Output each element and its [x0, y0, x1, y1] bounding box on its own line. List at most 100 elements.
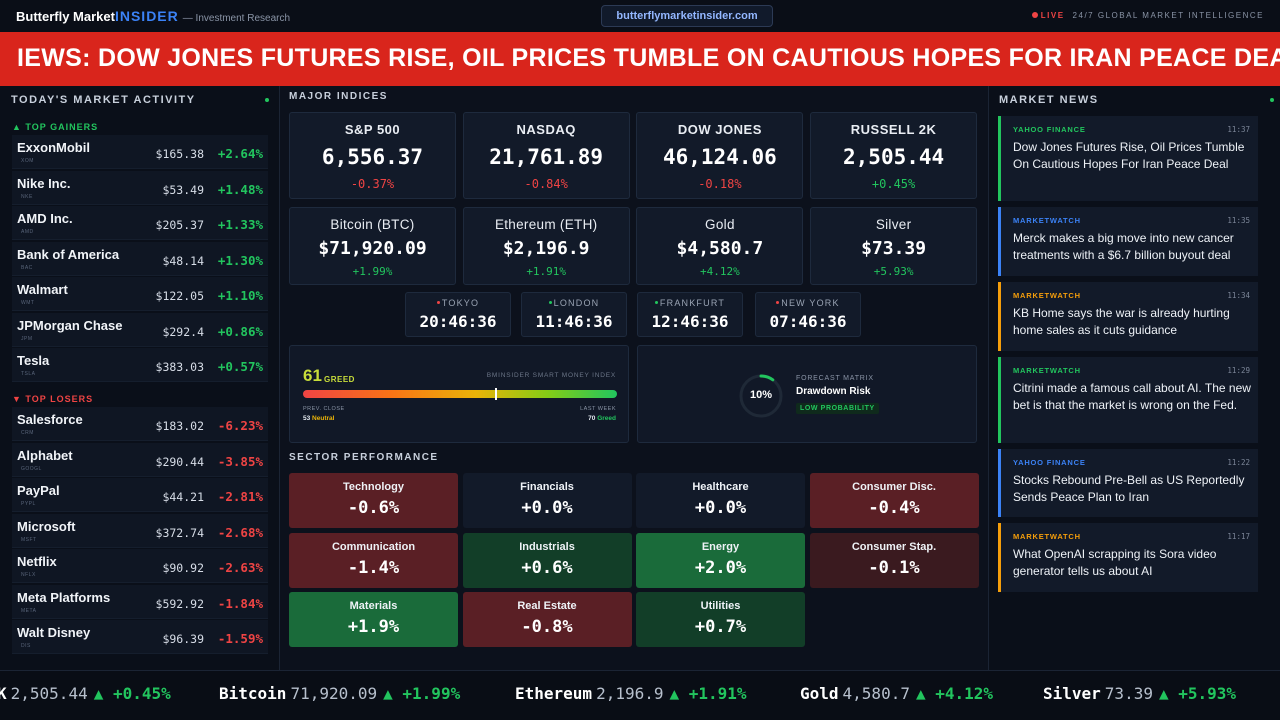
- stock-row[interactable]: Alphabet GOOGL $290.44 -3.85%: [12, 442, 268, 477]
- ticker-item[interactable]: Gold 4,580.7 ▲ +4.12%: [800, 684, 993, 703]
- sector-tile[interactable]: Real Estate -0.8%: [462, 592, 632, 647]
- forecast-matrix-panel[interactable]: 10% FORECAST MATRIX Drawdown Risk LOW PR…: [637, 345, 977, 443]
- index-change: -0.37%: [350, 177, 395, 191]
- sector-tile[interactable]: Energy +2.0%: [636, 532, 805, 588]
- news-item[interactable]: MARKETWATCH 11:29 Citrini made a famous ca…: [998, 357, 1258, 443]
- ticker-item[interactable]: Bitcoin 71,920.09 ▲ +1.99%: [219, 684, 460, 703]
- ticker-price: 4,580.7: [842, 684, 910, 703]
- sector-name: Financials: [520, 481, 574, 493]
- sector-tile[interactable]: Industrials +0.6%: [462, 532, 632, 588]
- breaking-news-banner[interactable]: IEWS: DOW JONES FUTURES RISE, OIL PRICES…: [0, 32, 1280, 86]
- index-name: RUSSELL 2K: [850, 122, 937, 137]
- stock-change: +1.10%: [217, 288, 263, 303]
- sector-name: Real Estate: [517, 600, 577, 612]
- ticker-item[interactable]: Ethereum 2,196.9 ▲ +1.91%: [515, 684, 747, 703]
- clock-city-label: NEW YORK: [781, 298, 840, 308]
- news-item[interactable]: MARKETWATCH 11:35 Merck makes a big move i…: [998, 207, 1258, 276]
- stock-row[interactable]: ExxonMobil XOM $165.38 +2.64%: [12, 135, 268, 169]
- sector-name: Consumer Disc.: [852, 481, 936, 493]
- stock-change: +1.48%: [217, 181, 263, 197]
- news-item[interactable]: MARKETWATCH 11:34 KB Home says the war is …: [998, 282, 1258, 351]
- stock-row[interactable]: AMD Inc. AMD $205.37 +1.33%: [12, 206, 268, 240]
- index-name: Ethereum (ETH): [494, 217, 598, 232]
- stock-row[interactable]: Salesforce CRM $183.02 -6.23%: [12, 407, 268, 441]
- ticker-price: 2,505.44: [10, 684, 88, 703]
- ticker-price: 73.39: [1104, 684, 1153, 703]
- stock-row[interactable]: JPMorgan Chase JPM $292.4 +0.86%: [12, 312, 268, 347]
- news-time: 11:22: [1227, 458, 1250, 467]
- stock-change: +0.57%: [217, 359, 263, 374]
- index-card[interactable]: NASDAQ 21,761.89 -0.84%: [462, 112, 630, 199]
- sector-tile[interactable]: Consumer Stap. -0.1%: [809, 532, 979, 588]
- sector-tile[interactable]: Financials +0.0%: [462, 473, 632, 528]
- stock-price: $292.4: [162, 324, 204, 339]
- news-time: 11:29: [1227, 366, 1250, 375]
- stock-price: $183.02: [155, 419, 204, 433]
- sector-tile[interactable]: Utilities +0.7%: [636, 592, 805, 647]
- brand-logo[interactable]: Butterfly MarketINSIDER — Investment Rese…: [16, 8, 290, 24]
- forecast-matrix-label: FORECAST MATRIX: [796, 375, 874, 382]
- ticker-item[interactable]: K2,505.44 ▲ +0.45%: [0, 684, 171, 703]
- stock-ticker: META: [21, 607, 37, 614]
- site-url-link[interactable]: butterflymarketinsider.com: [601, 5, 773, 27]
- sector-value: +0.0%: [694, 498, 747, 518]
- index-card[interactable]: DOW JONES 46,124.06 -0.18%: [636, 112, 804, 199]
- stock-price: $290.44: [155, 454, 204, 469]
- news-time: 11:35: [1227, 216, 1250, 225]
- brand-name: Butterfly Market: [16, 9, 115, 24]
- index-name: DOW JONES: [677, 122, 762, 137]
- stock-row[interactable]: Tesla TSLA $383.03 +0.57%: [12, 348, 268, 382]
- stock-row[interactable]: Bank of America BAC $48.14 +1.30%: [12, 241, 268, 276]
- index-change: +4.12%: [700, 265, 740, 278]
- clock-time: 11:46:36: [535, 312, 613, 331]
- stock-row[interactable]: Walmart WMT $122.05 +1.10%: [12, 277, 268, 311]
- sector-tile[interactable]: Consumer Disc. -0.4%: [809, 473, 979, 528]
- stock-row[interactable]: PayPal PYPL $44.21 -2.81%: [12, 478, 268, 512]
- stock-ticker: JPM: [21, 335, 33, 342]
- news-headline: What OpenAI scrapping its Sora video gen…: [1013, 547, 1217, 578]
- top-bar: Butterfly MarketINSIDER — Investment Rese…: [0, 0, 1280, 32]
- index-card[interactable]: Silver $73.39 +5.93%: [810, 207, 978, 285]
- ticker-name: K: [0, 684, 7, 703]
- sector-tile[interactable]: Communication -1.4%: [289, 532, 458, 588]
- stock-price: $53.49: [162, 182, 204, 197]
- status-dot-icon: [548, 301, 552, 304]
- ticker-change: ▲ +0.45%: [93, 684, 171, 703]
- ticker-name: Gold: [800, 684, 839, 703]
- news-headline: KB Home says the war is already hurting …: [1013, 306, 1230, 337]
- stock-name: Meta Platforms: [17, 589, 111, 605]
- banner-headline: IEWS: DOW JONES FUTURES RISE, OIL PRICES…: [17, 44, 1280, 72]
- ticker-price: 2,196.9: [596, 684, 664, 703]
- sector-name: Utilities: [700, 600, 741, 612]
- index-card[interactable]: Bitcoin (BTC) $71,920.09 +1.99%: [289, 207, 456, 285]
- probability-badge: LOW PROBABILITY: [796, 403, 879, 414]
- sector-tile[interactable]: Healthcare +0.0%: [636, 473, 805, 528]
- index-card[interactable]: Ethereum (ETH) $2,196.9 +1.91%: [462, 207, 630, 285]
- stock-row[interactable]: Nike Inc. NKE $53.49 +1.48%: [12, 170, 268, 205]
- stock-name: Salesforce: [17, 412, 83, 427]
- drawdown-risk-percent: 10%: [749, 389, 773, 401]
- index-card[interactable]: Gold $4,580.7 +4.12%: [636, 207, 804, 285]
- news-item[interactable]: YAHOO FINANCE 11:37 Dow Jones Futures Rise…: [998, 116, 1258, 201]
- news-source: MARKETWATCH: [1013, 366, 1081, 375]
- clock-time: 07:46:36: [769, 312, 847, 331]
- stock-price: $372.74: [155, 525, 204, 540]
- news-item[interactable]: MARKETWATCH 11:17 What OpenAI scrapping it…: [998, 523, 1258, 592]
- ticker-item[interactable]: Silver 73.39 ▲ +5.93%: [1043, 684, 1236, 703]
- stock-row[interactable]: Walt Disney DIS $96.39 -1.59%: [12, 620, 268, 654]
- index-name: NASDAQ: [516, 122, 576, 137]
- smart-money-index-panel[interactable]: 61 GREED BMINSIDER SMART MONEY INDEX PRE…: [289, 345, 629, 443]
- index-value: $71,920.09: [318, 238, 427, 259]
- stock-row[interactable]: Microsoft MSFT $372.74 -2.68%: [12, 513, 268, 548]
- index-card[interactable]: S&P 500 6,556.37 -0.37%: [289, 112, 456, 199]
- sector-tile[interactable]: Technology -0.6%: [289, 473, 458, 528]
- stock-row[interactable]: Netflix NFLX $90.92 -2.63%: [12, 549, 268, 583]
- index-card[interactable]: RUSSELL 2K 2,505.44 +0.45%: [810, 112, 978, 199]
- sector-tile[interactable]: Materials +1.9%: [289, 592, 458, 647]
- live-dot-icon: [1031, 12, 1038, 18]
- index-change: -0.18%: [698, 177, 742, 191]
- stock-price: $592.92: [155, 596, 204, 611]
- stock-row[interactable]: Meta Platforms META $592.92 -1.84%: [12, 584, 268, 619]
- news-item[interactable]: YAHOO FINANCE 11:22 Stocks Rebound Pre-Bel…: [998, 449, 1258, 517]
- sector-name: Industrials: [519, 540, 575, 553]
